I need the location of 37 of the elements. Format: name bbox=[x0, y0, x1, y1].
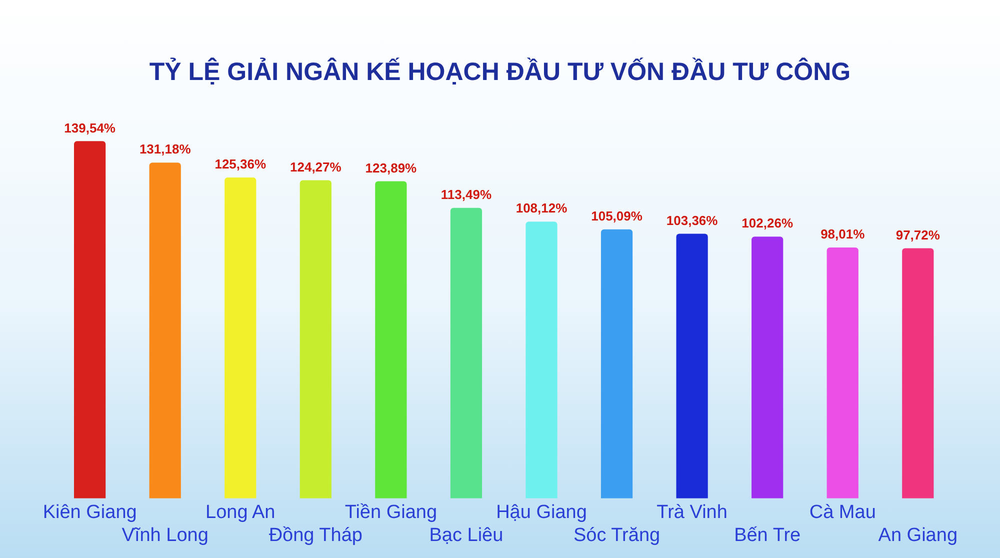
bar bbox=[826, 247, 858, 498]
data-label: 123,89% bbox=[365, 160, 418, 176]
data-label: 131,18% bbox=[139, 142, 192, 157]
data-label: 97,72% bbox=[896, 227, 940, 242]
bar bbox=[752, 236, 784, 498]
x-tick-label: Bến Tre bbox=[734, 524, 801, 546]
x-tick-label: Long An bbox=[206, 502, 276, 524]
x-tick-label: Hậu Giang bbox=[496, 502, 587, 524]
x-tick-label: Vĩnh Long bbox=[122, 524, 208, 546]
x-tick-label: Kiên Giang bbox=[42, 502, 137, 524]
bar bbox=[149, 162, 181, 498]
data-label: 113,49% bbox=[440, 186, 492, 202]
x-tick-label: Sóc Trăng bbox=[573, 524, 660, 546]
x-tick-label: Bạc Liêu bbox=[429, 524, 504, 546]
data-label: 108,12% bbox=[516, 200, 568, 216]
bar bbox=[74, 141, 106, 498]
bar bbox=[300, 180, 332, 498]
data-label: 124,27% bbox=[290, 159, 342, 174]
chart-title: TỶ LỆ GIẢI NGÂN KẾ HOẠCH ĐẦU TƯ VỐN ĐẦU TƯ CÔNG bbox=[148, 58, 852, 87]
x-tick-label: An Giang bbox=[878, 524, 958, 546]
x-tick-label: Đồng Tháp bbox=[268, 524, 362, 546]
bar bbox=[224, 177, 256, 498]
x-tick-label: Cà Mau bbox=[809, 502, 876, 524]
data-label: 139,54% bbox=[64, 120, 116, 136]
data-label: 103,36% bbox=[666, 212, 718, 228]
data-label: 125,36% bbox=[214, 156, 266, 172]
data-label: 105,09% bbox=[591, 208, 643, 224]
bar bbox=[676, 234, 708, 498]
bar bbox=[600, 229, 633, 498]
data-label: 102,26% bbox=[742, 216, 794, 231]
bar bbox=[450, 208, 482, 498]
x-tick-label: Tiền Giang bbox=[344, 502, 438, 524]
bar bbox=[375, 181, 407, 498]
x-tick-label: Trà Vinh bbox=[656, 502, 728, 524]
bar bbox=[902, 248, 934, 498]
bar bbox=[526, 222, 558, 498]
data-label: 98,01% bbox=[820, 226, 866, 242]
